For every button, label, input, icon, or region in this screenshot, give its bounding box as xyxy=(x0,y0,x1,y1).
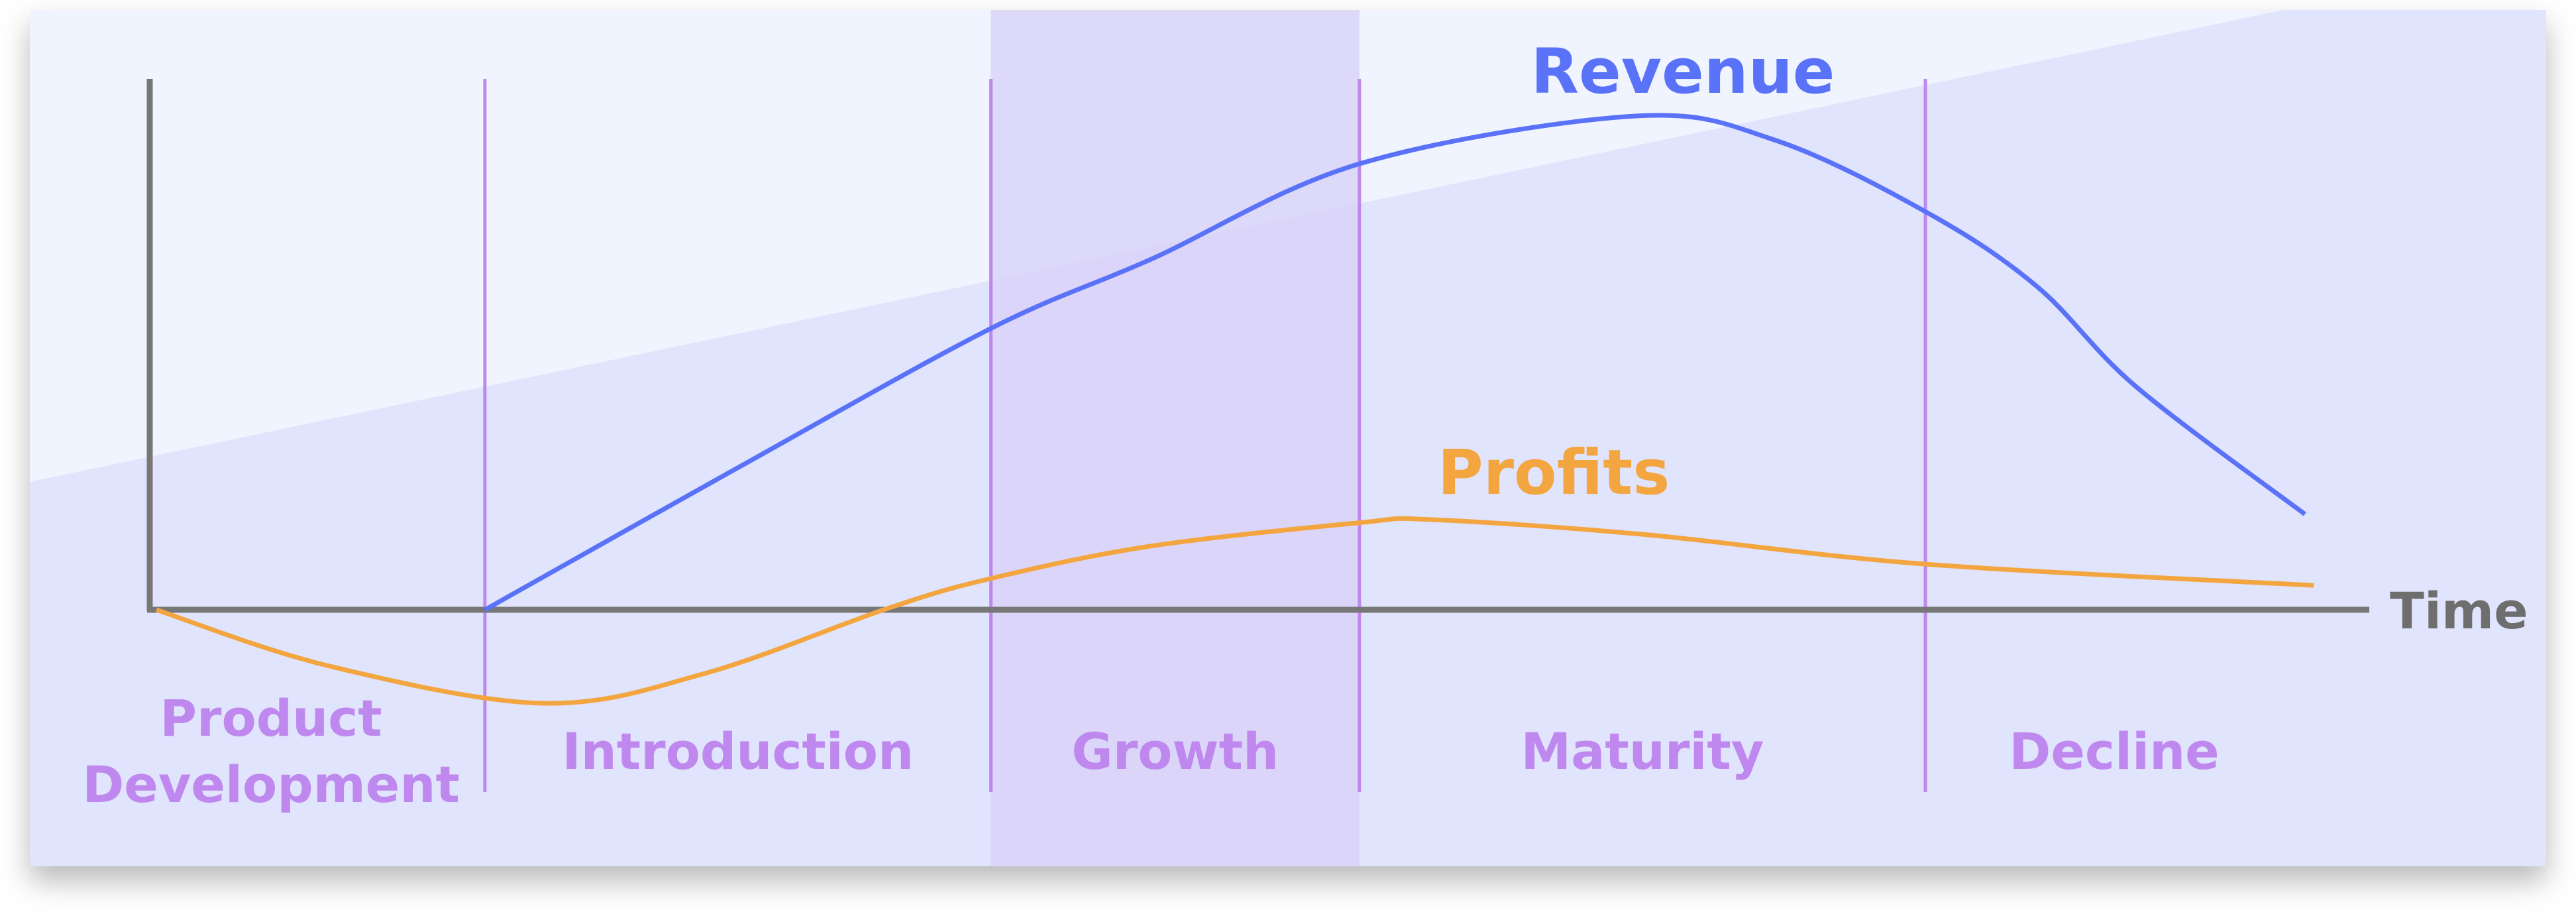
phase-label-maturity: Maturity xyxy=(1521,722,1764,781)
phase-label-growth: Growth xyxy=(1071,722,1279,781)
x-axis-label: Time xyxy=(2390,581,2528,640)
revenue-label: Revenue xyxy=(1531,36,1835,108)
phase-label-decline: Decline xyxy=(2009,722,2219,781)
series-line-profits xyxy=(155,516,2314,706)
phase-label-product-development: Product Development xyxy=(82,689,460,814)
series-line-revenue xyxy=(484,113,2306,612)
growth-phase-band xyxy=(991,10,1360,866)
phase-label-introduction: Introduction xyxy=(562,722,914,781)
profits-label: Profits xyxy=(1438,437,1670,509)
